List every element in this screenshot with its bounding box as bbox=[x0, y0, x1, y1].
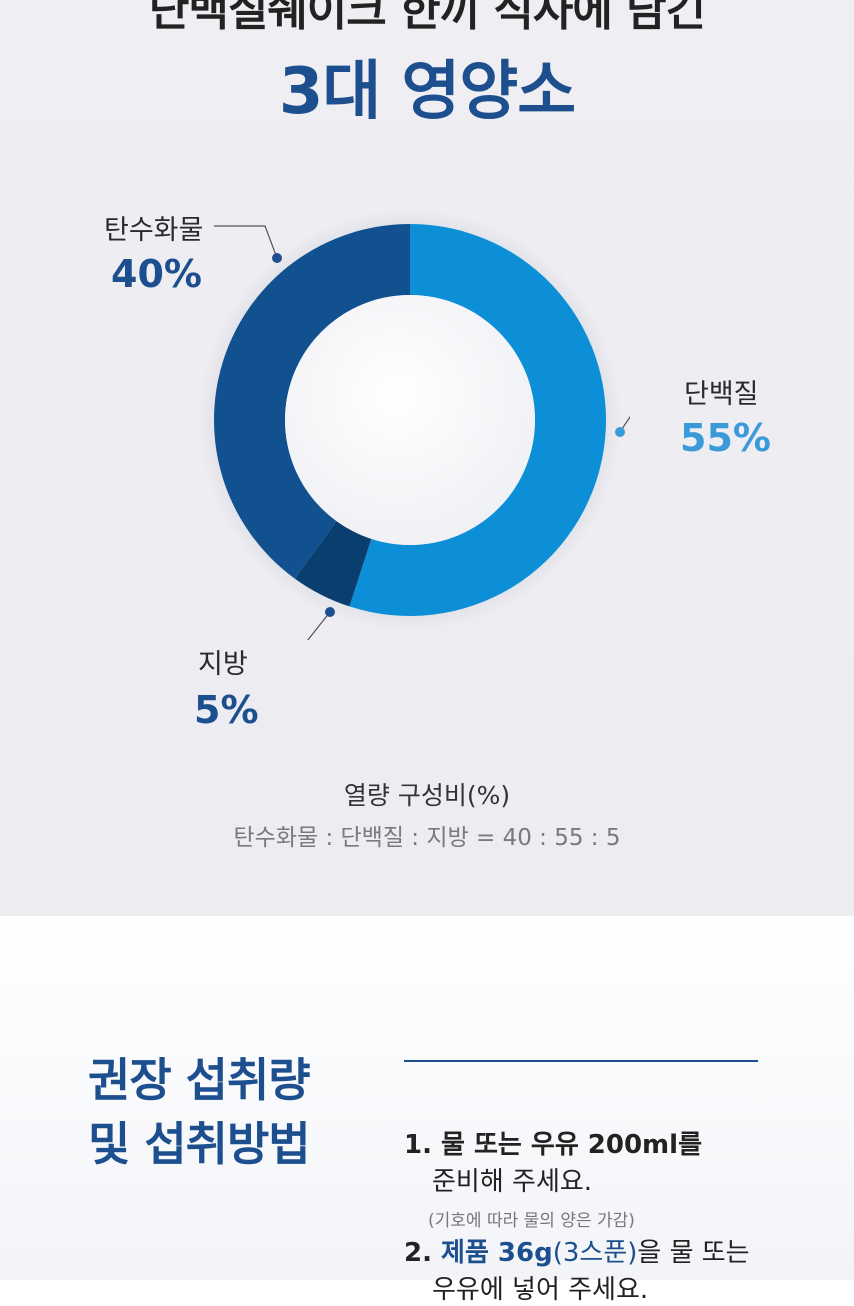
donut-slice-fat bbox=[294, 521, 372, 607]
step-2-paren: (3스푼) bbox=[552, 1238, 638, 1268]
step-1-note: (기호에 따라 물의 양은 가감) bbox=[428, 1211, 635, 1231]
percent-carb: 40% bbox=[111, 252, 202, 296]
label-carb: 탄수화물 bbox=[104, 215, 204, 246]
leader-line-fat bbox=[307, 611, 331, 640]
headline-line1: 단백질쉐이크 한끼 식사에 담긴 bbox=[148, 0, 706, 36]
leader-dot-carb bbox=[272, 253, 282, 263]
step-1-number: 1. bbox=[404, 1130, 432, 1160]
intake-section bbox=[0, 916, 854, 1280]
step-2-highlight: 제품 36g bbox=[441, 1238, 553, 1268]
leader-line-protein bbox=[619, 415, 630, 433]
donut-hole bbox=[285, 295, 535, 545]
recommend-title: 권장 섭취량 및 섭취방법 bbox=[88, 1048, 311, 1176]
caption-ratio: 탄수화물 : 단백질 : 지방 = 40 : 55 : 5 bbox=[233, 825, 621, 851]
step-2: 2. 제품 36g(3스푼)을 물 또는 우유에 넣어 주세요. bbox=[404, 1232, 750, 1306]
step-2-line1-rest: 을 물 또는 bbox=[637, 1238, 750, 1268]
step-1-line1: 물 또는 우유 200ml를 bbox=[441, 1130, 702, 1160]
leader-line-carb bbox=[214, 225, 278, 259]
caption-title: 열량 구성비(%) bbox=[343, 781, 511, 810]
recommend-title-line2: 및 섭취방법 bbox=[88, 1117, 311, 1171]
donut-slice-protein bbox=[349, 224, 607, 616]
label-protein: 단백질 bbox=[684, 379, 759, 410]
donut-chart bbox=[200, 210, 630, 640]
recommend-title-line1: 권장 섭취량 bbox=[88, 1053, 311, 1107]
step-2-number: 2. bbox=[404, 1238, 432, 1268]
donut-slice-carb bbox=[214, 224, 410, 579]
leader-dot-fat bbox=[325, 607, 335, 617]
step-1: 1. 물 또는 우유 200ml를 준비해 주세요. (기호에 따라 물의 양은… bbox=[404, 1124, 702, 1231]
headline-title: 3대 영양소 bbox=[278, 55, 576, 129]
percent-protein: 55% bbox=[680, 416, 771, 460]
label-fat: 지방 bbox=[198, 649, 248, 680]
step-1-line2: 준비해 주세요. bbox=[432, 1167, 593, 1197]
percent-fat: 5% bbox=[194, 688, 259, 732]
leader-dot-protein bbox=[615, 427, 625, 437]
step-2-line2: 우유에 넣어 주세요. bbox=[432, 1275, 649, 1305]
divider bbox=[404, 1060, 758, 1062]
